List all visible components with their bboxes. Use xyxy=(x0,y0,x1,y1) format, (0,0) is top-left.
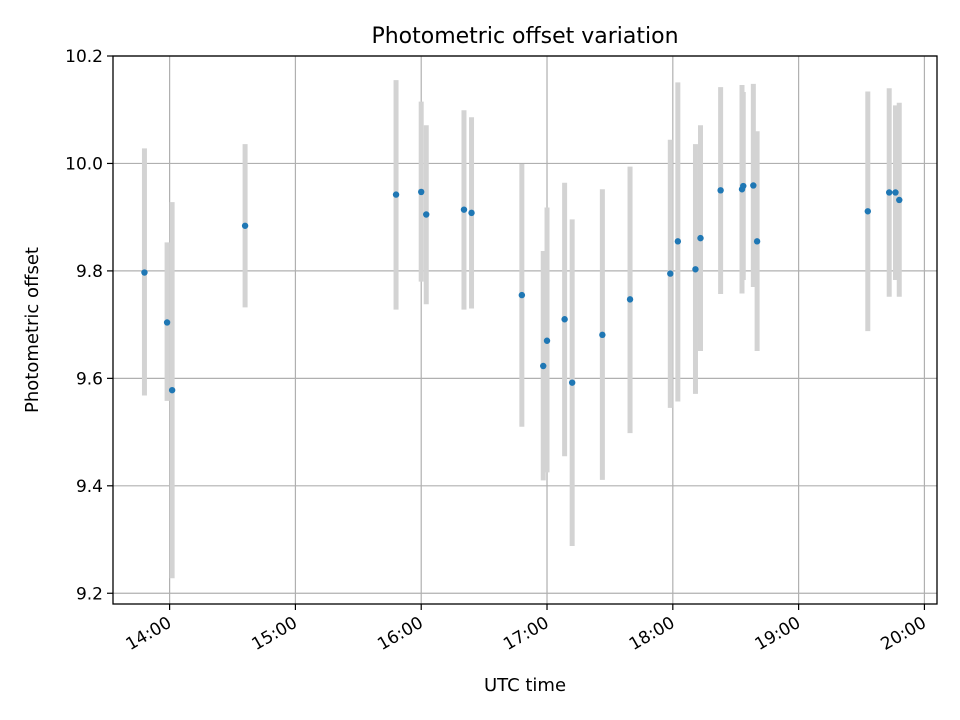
data-point xyxy=(540,362,547,370)
chart-title: Photometric offset variation xyxy=(371,24,678,49)
data-point xyxy=(692,266,699,273)
data-point xyxy=(168,386,176,394)
data-point xyxy=(864,208,872,215)
data-point xyxy=(518,291,526,299)
data-point xyxy=(460,206,468,213)
y-tick-label: 10.0 xyxy=(65,154,103,174)
data-point xyxy=(896,196,903,204)
data-point xyxy=(717,187,724,194)
data-point xyxy=(241,222,249,229)
x-axis-label: UTC time xyxy=(484,675,566,696)
data-point xyxy=(568,379,576,386)
data-point xyxy=(599,331,606,339)
data-points xyxy=(141,182,903,394)
data-point xyxy=(392,191,400,198)
data-point xyxy=(561,316,568,323)
data-point xyxy=(468,209,475,217)
data-point xyxy=(141,269,148,276)
data-point xyxy=(750,182,757,189)
y-axis-ticks: 9.2 9.4 9.6 9.8 10.0 10.2 xyxy=(65,47,113,604)
plot-frame xyxy=(112,55,938,605)
y-tick-label: 9.6 xyxy=(76,369,103,389)
data-point xyxy=(740,182,747,190)
y-tick-label: 9.4 xyxy=(76,477,103,497)
data-point xyxy=(697,234,704,242)
y-tick-label: 9.2 xyxy=(76,584,103,604)
data-point xyxy=(543,337,551,344)
y-tick-label: 9.8 xyxy=(76,262,103,282)
y-tick-label: 10.2 xyxy=(65,47,103,67)
data-point xyxy=(626,296,634,303)
data-point xyxy=(667,270,674,277)
data-point xyxy=(753,238,761,245)
data-point xyxy=(885,189,893,196)
data-point xyxy=(423,211,430,218)
y-axis-label: Photometric offset xyxy=(22,247,43,413)
data-point xyxy=(418,188,425,196)
data-point xyxy=(892,189,899,196)
data-point xyxy=(163,319,171,326)
data-point xyxy=(674,238,682,245)
